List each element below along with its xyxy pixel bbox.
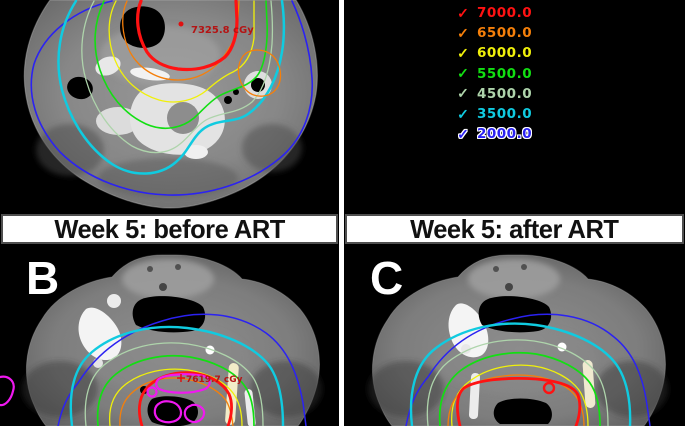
isodose-6500-contour-right-loop bbox=[237, 49, 282, 97]
legend-dose-value: 5500.0 bbox=[477, 65, 533, 82]
isodose-5500-contour bbox=[96, 354, 255, 426]
panel-dose-legend: ✓ 7000.0 ✓ 6500.0 ✓ 6000.0 ✓ 5500.0 ✓ 45… bbox=[344, 0, 685, 213]
isodose-5500-contour bbox=[94, 0, 268, 130]
isodose-7000-contour bbox=[137, 371, 233, 426]
checkmark-icon: ✓ bbox=[457, 105, 469, 122]
panel-top-left-ct: 7325.8 cGy bbox=[0, 0, 339, 213]
isodose-4500-contour bbox=[84, 342, 264, 426]
isodose-2000-contour bbox=[405, 313, 651, 426]
dose-annotation-a: 7325.8 cGy bbox=[191, 25, 254, 36]
legend-item-5500: ✓ 5500.0 bbox=[456, 64, 532, 84]
hotspot-contour-small bbox=[146, 386, 158, 398]
isodose-6000-contour bbox=[108, 368, 243, 426]
isodose-6500-contour bbox=[119, 377, 234, 426]
isodose-3500-contour bbox=[69, 325, 285, 426]
hotspot-contour-small bbox=[183, 403, 206, 424]
legend-dose-value: 4500.0 bbox=[477, 85, 533, 102]
isodose-7000-contour bbox=[136, 0, 239, 72]
dose-marker-dot bbox=[178, 21, 184, 27]
checkmark-icon: ✓ bbox=[457, 4, 469, 21]
isodose-5500-contour bbox=[438, 351, 601, 426]
panel-b-before-art: 7619.7 cGy B bbox=[0, 247, 339, 426]
isodose-contours bbox=[30, 0, 314, 196]
legend-item-4500: ✓ 4500.0 bbox=[456, 84, 532, 104]
banner-week5-after-art: Week 5: after ART bbox=[344, 212, 685, 247]
legend-dose-value: 6500.0 bbox=[477, 25, 533, 42]
isodose-7000-contour bbox=[455, 377, 582, 426]
hotspot-contour-main bbox=[155, 373, 211, 394]
checkmark-icon: ✓ bbox=[457, 24, 469, 41]
isodose-2000-contour bbox=[30, 0, 314, 196]
isodose-3500-contour bbox=[409, 322, 632, 426]
dose-marker-cross bbox=[177, 374, 185, 382]
banner-box: Week 5: after ART bbox=[345, 214, 684, 244]
isodose-4500-contour bbox=[426, 339, 609, 426]
legend-dose-value: 7000.0 bbox=[477, 5, 533, 22]
bone-structures bbox=[78, 294, 256, 426]
isodose-6500-contour bbox=[122, 0, 240, 81]
isodose-7000-island bbox=[542, 381, 556, 395]
legend-dose-value: 2000.0 bbox=[477, 126, 533, 143]
hotspot-contour-small bbox=[153, 400, 183, 424]
checkmark-icon: ✓ bbox=[457, 44, 469, 61]
banner-box: Week 5: before ART bbox=[1, 214, 338, 244]
legend-item-6500: ✓ 6500.0 bbox=[456, 23, 532, 43]
banner-week5-before-art: Week 5: before ART bbox=[0, 212, 339, 247]
panel-label-c: C bbox=[370, 252, 404, 304]
hotspot-contour-left-edge bbox=[0, 375, 15, 407]
isodose-contours bbox=[0, 313, 307, 426]
panel-label-b: B bbox=[26, 252, 60, 304]
banner-label: Week 5: after ART bbox=[410, 214, 619, 244]
checkmark-icon: ✓ bbox=[457, 125, 469, 142]
hotspot-contours bbox=[0, 373, 211, 424]
isodose-contours bbox=[405, 313, 651, 426]
dose-annotation-b: 7619.7 cGy bbox=[186, 375, 243, 385]
banner-label: Week 5: before ART bbox=[54, 214, 285, 244]
column-divider bbox=[339, 0, 344, 426]
isodose-4500-contour bbox=[81, 0, 274, 154]
bone-structures bbox=[95, 56, 272, 159]
isodose-2000-contour bbox=[57, 313, 307, 426]
ct-axial-slice-before-art: 7619.7 cGy bbox=[0, 254, 322, 426]
legend-item-7000: ✓ 7000.0 bbox=[456, 3, 532, 23]
checkmark-icon: ✓ bbox=[457, 65, 469, 82]
ct-axial-slice-neck: 7325.8 cGy bbox=[23, 0, 318, 209]
legend-item-6000: ✓ 6000.0 bbox=[456, 43, 532, 63]
legend-dose-value: 6000.0 bbox=[477, 45, 533, 62]
panel-c-after-art: C bbox=[344, 247, 685, 426]
legend-dose-value: 3500.0 bbox=[477, 106, 533, 123]
dose-legend: ✓ 7000.0 ✓ 6500.0 ✓ 6000.0 ✓ 5500.0 ✓ 45… bbox=[456, 3, 532, 144]
nose-detail bbox=[493, 264, 527, 291]
checkmark-icon: ✓ bbox=[457, 85, 469, 102]
legend-item-2000: ✓ 2000.0 bbox=[456, 124, 532, 144]
legend-item-3500: ✓ 3500.0 bbox=[456, 104, 532, 124]
nose-detail bbox=[147, 264, 181, 291]
ct-axial-slice-after-art bbox=[368, 254, 668, 426]
